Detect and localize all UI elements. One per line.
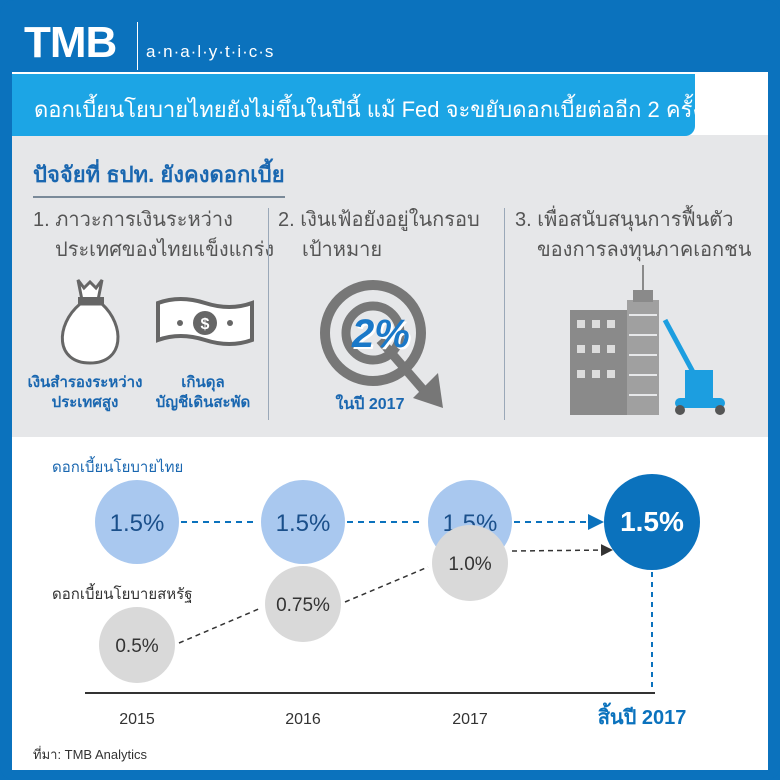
thai-rate-point <box>604 474 700 570</box>
factor-3-line1: 3. เพื่อสนับสนุนการฟื้นตัว <box>515 209 734 231</box>
factors-heading: ปัจจัยที่ ธปท. ยังคงดอกเบี้ย <box>33 157 285 198</box>
factor-1-line1: 1. ภาวะการเงินระหว่าง <box>33 209 233 231</box>
us-rate-label: 0.5% <box>115 636 158 657</box>
x-tick-label: สิ้นปี 2017 <box>598 702 687 729</box>
legend-us-rate: ดอกเบี้ยนโยบายสหรัฐ <box>52 586 193 603</box>
x-tick-label: 2016 <box>285 711 321 728</box>
rate-chart: 1.5% 1.5% 1.5% 1.5%0.5%0.75%1.0%2015 2016 201… <box>85 474 700 729</box>
factor-1-title: 1. ภาวะการเงินระหว่างประเทศของไทยแข็งแกร… <box>33 205 274 265</box>
logo-divider <box>137 22 138 70</box>
current-account-label: เกินดุลบัญชีเดินสะพัด <box>148 373 258 413</box>
reserves-label: เงินสำรองระหว่างประเทศสูง <box>25 373 145 413</box>
divider <box>504 208 505 420</box>
reserves-line2: ประเทศสูง <box>51 394 119 411</box>
factor-2-title: 2. เงินเฟ้อยังอยู่ในกรอบเป้าหมาย <box>278 205 480 265</box>
thai-rate-label: 1.5% <box>276 510 331 537</box>
factor-3-title: 3. เพื่อสนับสนุนการฟื้นตัวของการลงทุนภาค… <box>515 205 751 265</box>
us-rate-point <box>265 566 341 642</box>
thai-rate-label: 1.5% <box>620 506 684 537</box>
reserves-line1: เงินสำรองระหว่าง <box>27 374 143 391</box>
us-connector <box>178 607 262 644</box>
divider <box>268 208 269 420</box>
current-account-line2: บัญชีเดินสะพัด <box>155 394 251 411</box>
us-rate-label: 0.75% <box>276 595 330 616</box>
us-connector <box>344 566 429 603</box>
factor-2-line1: 2. เงินเฟ้อยังอยู่ในกรอบ <box>278 209 480 231</box>
factor-2-line2: เป้าหมาย <box>302 239 383 261</box>
us-rate-point <box>99 607 175 683</box>
thai-rate-label: 1.5% <box>110 510 165 537</box>
banknote-icon: $ <box>156 297 254 346</box>
logo: TMB <box>24 18 117 67</box>
svg-text:$: $ <box>201 316 210 333</box>
x-tick-label: 2015 <box>119 711 155 728</box>
headline: ดอกเบี้ยนโยบายไทยยังไม่ขึ้นในปีนี้ แม้ F… <box>12 74 703 136</box>
x-tick-label: 2017 <box>452 711 488 728</box>
us-rate-point <box>432 525 508 601</box>
thai-rate-point <box>261 480 345 564</box>
us-rate-label: 1.0% <box>448 554 491 575</box>
target-icon <box>320 280 443 408</box>
factor-1-line2: ประเทศของไทยแข็งแกร่ง <box>55 239 275 261</box>
factor-3-line2: ของการลงทุนภาคเอกชน <box>537 239 752 261</box>
source-note: ที่มา: TMB Analytics <box>33 747 148 762</box>
us-connector <box>511 544 613 557</box>
inflation-target: 2% <box>352 312 410 356</box>
logo-subtitle: a·n·a·l·y·t·i·c·s <box>146 42 275 61</box>
current-account-line1: เกินดุล <box>181 374 225 391</box>
money-bag-icon <box>60 279 120 365</box>
legend-thai-rate: ดอกเบี้ยนโยบายไทย <box>52 459 184 476</box>
buildings-crane-icon <box>570 265 725 415</box>
thai-rate-point <box>95 480 179 564</box>
inflation-year: ในปี 2017 <box>335 396 405 413</box>
